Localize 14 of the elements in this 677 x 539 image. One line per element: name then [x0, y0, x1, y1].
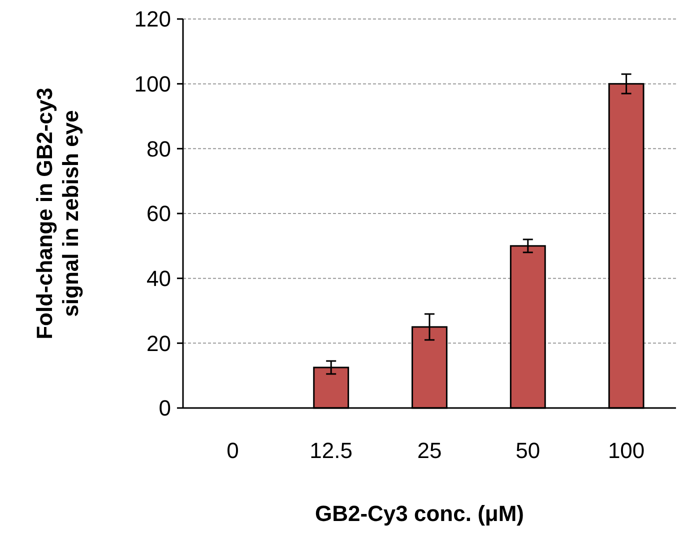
y-axis-title: Fold-change in GB2-cy3 signal in zebish eye: [32, 88, 84, 340]
y-tick-label: 60: [146, 201, 171, 226]
x-tick-label: 25: [417, 438, 442, 463]
x-axis-title: GB2-Cy3 conc. (μM): [314, 501, 524, 526]
y-tick-label: 40: [146, 266, 171, 292]
x-tick-label: 0: [226, 438, 239, 463]
y-tick-label: 20: [146, 330, 171, 356]
y-tick-label: 120: [134, 6, 171, 32]
x-tick-label: 50: [516, 438, 540, 463]
x-tick-label: 100: [608, 438, 645, 463]
y-tick-label: 0: [158, 396, 171, 421]
y-tick-label: 80: [146, 136, 171, 162]
x-tick-label: 12.5: [310, 438, 353, 463]
y-tick-label: 100: [134, 72, 171, 97]
